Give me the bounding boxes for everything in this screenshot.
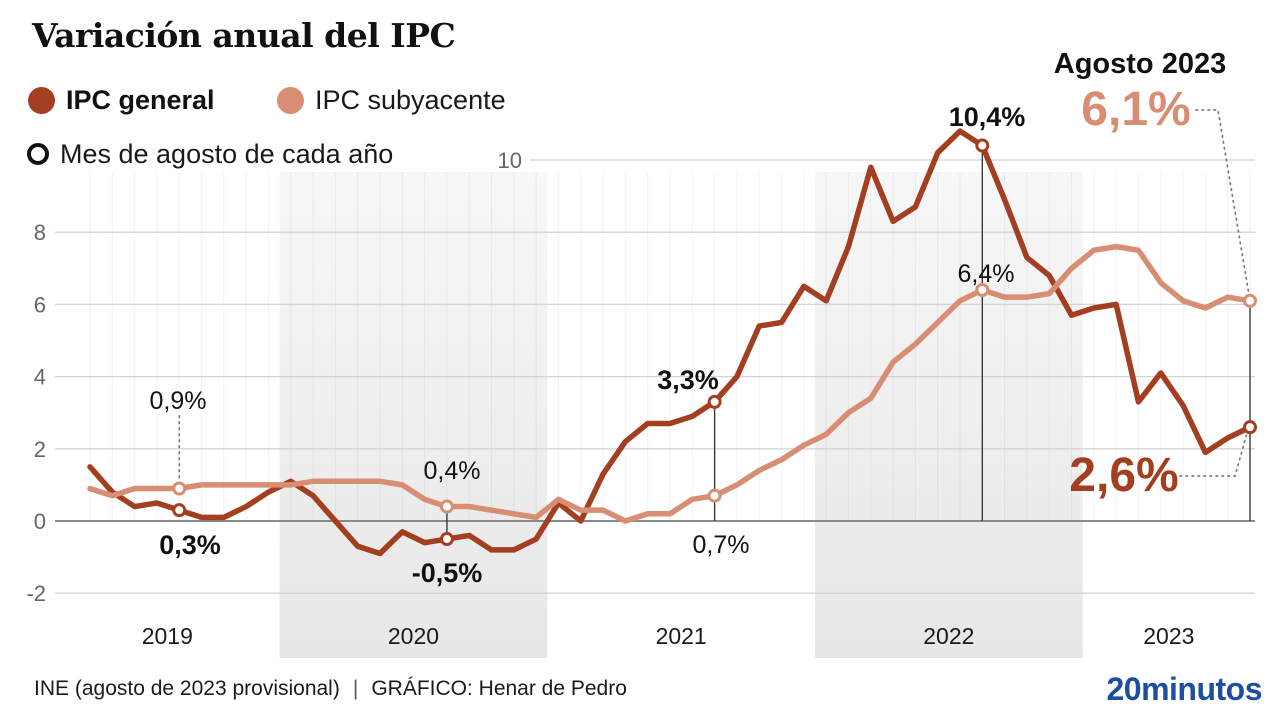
chart-title: Variación anual del IPC — [32, 16, 456, 55]
footer-separator: | — [352, 677, 359, 700]
footer: INE (agosto de 2023 provisional) | GRÁFICO… — [34, 677, 627, 701]
august-marker-subyacente — [439, 499, 454, 514]
legend-item-ipc-subyacente: IPC subyacente — [277, 85, 506, 115]
series-line-ipc-subyacente — [87, 243, 1253, 524]
legend-item-ipc-general: IPC general — [28, 85, 215, 115]
y-tick-6: 6 — [34, 292, 46, 317]
x-label-2021: 2021 — [656, 623, 707, 649]
legend-label-ipc-subyacente: IPC subyacente — [315, 84, 506, 115]
year-band-2022 — [815, 172, 1083, 658]
dotted-connector — [1179, 432, 1248, 477]
open-circle-icon — [27, 143, 49, 165]
annotation-g-2022: 10,4% — [949, 102, 1026, 132]
y-tick-4: 4 — [34, 365, 46, 390]
august-2023-general-value: 2,6% — [1069, 449, 1179, 502]
august-marker-general — [1243, 420, 1257, 435]
august-2023-subyacente-value: 6,1% — [1081, 83, 1191, 136]
legend-item-august-marker: Mes de agosto de cada año — [27, 139, 393, 169]
august-marker-subyacente — [707, 488, 722, 503]
august-2023-label: Agosto 2023 — [1053, 48, 1227, 80]
source-note: INE (agosto de 2023 provisional) — [34, 677, 340, 700]
august-marker-general — [707, 394, 722, 409]
x-label-2020: 2020 — [388, 623, 439, 649]
y-tick-0: 0 — [34, 509, 46, 534]
y-tick-8: 8 — [34, 220, 46, 245]
logo-prefix: 20 — [1106, 671, 1142, 707]
year-band-2020 — [279, 172, 548, 658]
annotation-s-2021: 0,7% — [693, 531, 750, 559]
annotation-g-2021: 3,3% — [657, 365, 719, 395]
annotation-g-2020: -0,5% — [412, 558, 483, 588]
20minutos-logo: 20minutos — [1106, 671, 1262, 708]
logo-suffix: minutos — [1141, 671, 1262, 707]
august-marker-general — [172, 503, 187, 518]
x-label-2023: 2023 — [1143, 623, 1194, 649]
annotation-g-2019: 0,3% — [159, 530, 221, 560]
y-tick--2: -2 — [26, 581, 46, 606]
legend-label-ipc-general: IPC general — [66, 84, 215, 115]
x-label-2022: 2022 — [923, 623, 974, 649]
annotation-s-2019: 0,9% — [150, 387, 207, 415]
x-label-2019: 2019 — [142, 623, 193, 649]
dotted-connector — [1195, 109, 1250, 296]
august-marker-general — [975, 138, 990, 153]
annotation-s-2022: 6,4% — [958, 260, 1015, 288]
credit-note: GRÁFICO: Henar de Pedro — [371, 677, 627, 700]
ipc-general-dot-icon — [28, 86, 55, 114]
august-marker-subyacente — [172, 481, 187, 496]
august-marker-subyacente — [975, 282, 990, 297]
ipc-subyacente-dot-icon — [277, 86, 304, 114]
y-tick-10: 10 — [498, 148, 522, 173]
august-marker-subyacente — [1243, 293, 1257, 308]
annotation-s-2020: 0,4% — [424, 457, 481, 485]
august-marker-general — [439, 532, 454, 547]
y-tick-2: 2 — [34, 437, 46, 462]
legend-label-august-note: Mes de agosto de cada año — [60, 138, 394, 169]
